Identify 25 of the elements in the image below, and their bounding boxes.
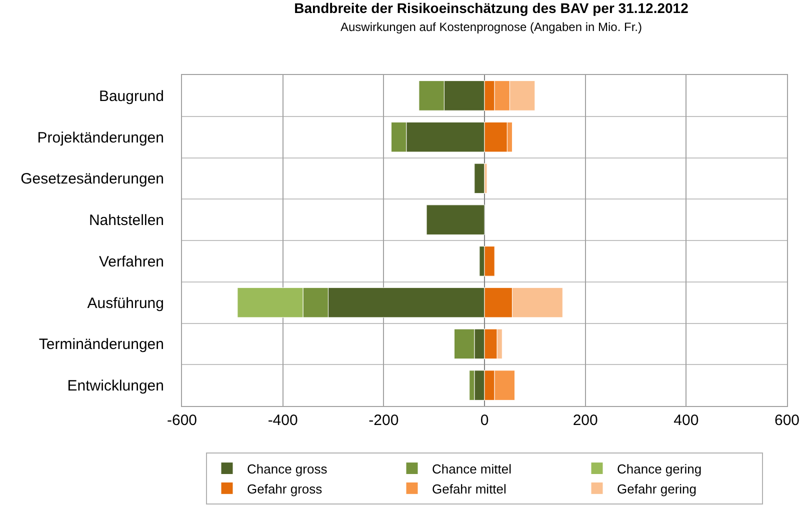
y-tick-label: Terminänderungen bbox=[38, 336, 164, 354]
x-tick-label: 400 bbox=[674, 412, 699, 429]
y-tick-label: Gesetzesänderungen bbox=[20, 170, 164, 188]
x-tick-label: -200 bbox=[368, 412, 399, 429]
legend-label: Gefahr gering bbox=[617, 481, 696, 496]
chart-title: Bandbreite der Risikoeinschätzung des BAV per 31.12.2012 bbox=[294, 0, 689, 16]
y-tick-label: Projektänderungen bbox=[37, 129, 164, 146]
x-tick-label: -400 bbox=[268, 412, 298, 429]
bar bbox=[474, 163, 485, 194]
x-tick-label: 0 bbox=[480, 412, 489, 429]
legend-label: Chance gering bbox=[617, 461, 702, 476]
chart-subtitle: Auswirkungen auf Kostenprognose (Angaben in Mio. Fr.) bbox=[340, 20, 642, 34]
legend-label: Chance mittel bbox=[432, 461, 512, 476]
x-tick-label: 200 bbox=[572, 412, 598, 429]
x-tick-label: -600 bbox=[166, 412, 198, 429]
y-tick-label: Baugrund bbox=[98, 88, 164, 105]
bar bbox=[426, 204, 485, 235]
y-tick-label: Ausführung bbox=[87, 294, 164, 312]
legend-label: Gefahr gross bbox=[247, 481, 323, 496]
y-tick-label: Entwicklungen bbox=[67, 378, 164, 395]
y-tick-label: Verfahren bbox=[98, 253, 164, 270]
y-tick-label: Nahtstellen bbox=[88, 212, 164, 230]
legend-label: Gefahr mittel bbox=[432, 481, 507, 496]
legend-label: Chance gross bbox=[247, 461, 328, 476]
x-tick-label: 600 bbox=[774, 412, 800, 429]
